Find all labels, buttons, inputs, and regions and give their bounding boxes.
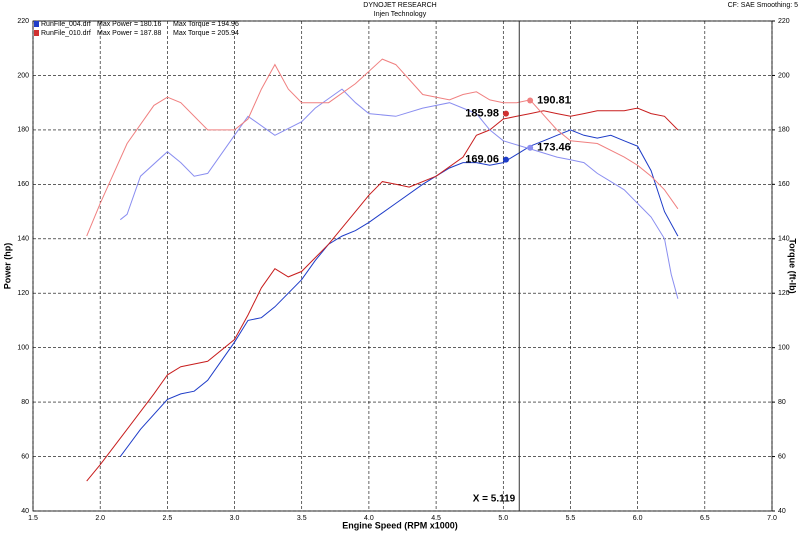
cursor-label: X = 5.119	[473, 494, 516, 505]
y-tick-label: 220	[17, 18, 29, 25]
x-tick-label: 4.5	[431, 515, 441, 522]
y2-tick-label: 160	[778, 181, 790, 188]
chart-title: DYNOJET RESEARCH	[363, 2, 436, 9]
y-tick-label: 160	[17, 181, 29, 188]
corner-note: CF: SAE Smoothing: 5	[728, 2, 799, 9]
y-tick-label: 40	[21, 508, 29, 515]
cursor-point	[502, 110, 509, 117]
x-tick-label: 5.5	[566, 515, 576, 522]
legend-file: RunFile_010.drf	[41, 30, 91, 37]
x-tick-label: 2.0	[95, 515, 105, 522]
y-tick-label: 60	[21, 453, 29, 460]
y2-tick-label: 60	[778, 453, 786, 460]
chart-subtitle: Injen Technology	[374, 11, 427, 18]
legend-torque: Max Torque = 205.94	[173, 30, 239, 37]
point-label: 169.06	[465, 154, 499, 166]
y-tick-label: 200	[17, 72, 29, 79]
x-tick-label: 6.5	[700, 515, 710, 522]
x-tick-label: 4.0	[364, 515, 374, 522]
y2-tick-label: 140	[778, 236, 790, 243]
cursor-point	[527, 97, 534, 104]
series-line	[86, 58, 679, 237]
x-tick-label: 7.0	[767, 515, 777, 522]
y-tick-label: 120	[17, 290, 29, 297]
legend-torque: Max Torque = 194.96	[173, 21, 239, 28]
series-line	[119, 88, 679, 299]
x-tick-label: 6.0	[633, 515, 643, 522]
point-label: 190.81	[537, 94, 571, 106]
x-tick-label: 3.0	[230, 515, 240, 522]
y2-tick-label: 120	[778, 290, 790, 297]
y-tick-label: 180	[17, 127, 29, 134]
y2-tick-label: 40	[778, 508, 786, 515]
y-tick-label: 100	[17, 345, 29, 352]
y-axis-label: Power (hp)	[2, 243, 12, 290]
cursor-point	[502, 156, 509, 163]
cursor-point	[527, 144, 534, 151]
y-tick-label: 80	[21, 399, 29, 406]
x-axis-label: Engine Speed (RPM x1000)	[342, 520, 458, 530]
y2-tick-label: 220	[778, 18, 790, 25]
legend-power: Max Power = 180.16	[97, 21, 162, 28]
x-tick-label: 1.5	[28, 515, 38, 522]
legend-swatch	[34, 21, 39, 27]
x-tick-label: 2.5	[162, 515, 172, 522]
x-tick-label: 3.5	[297, 515, 307, 522]
legend-file: RunFile_004.drf	[41, 21, 91, 28]
y2-axis-label: Torque (ft-lb)	[788, 238, 798, 293]
legend-power: Max Power = 187.88	[97, 30, 162, 37]
y2-tick-label: 100	[778, 345, 790, 352]
legend-swatch	[34, 30, 39, 36]
x-tick-label: 5.0	[498, 515, 508, 522]
y2-tick-label: 80	[778, 399, 786, 406]
point-label: 185.98	[465, 108, 499, 120]
point-label: 173.46	[537, 142, 571, 154]
series-line	[86, 107, 679, 482]
y-tick-label: 140	[17, 236, 29, 243]
y2-tick-label: 180	[778, 127, 790, 134]
y2-tick-label: 200	[778, 72, 790, 79]
